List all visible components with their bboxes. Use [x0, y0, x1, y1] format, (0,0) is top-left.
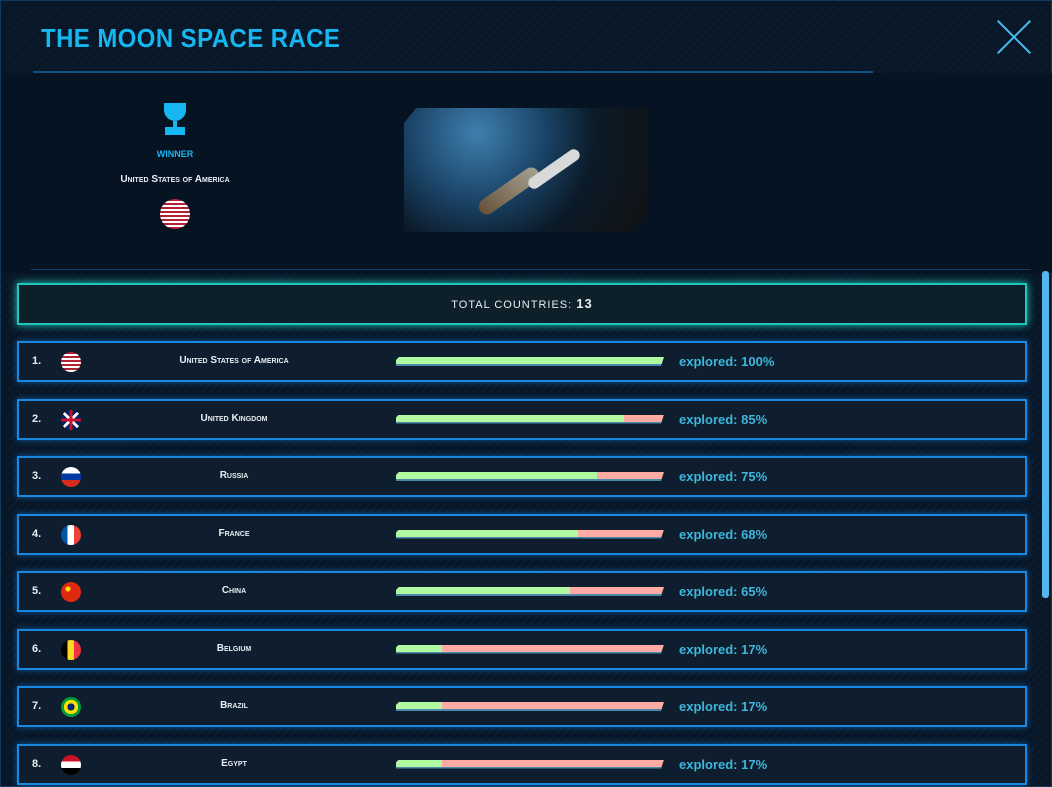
be-flag-icon [61, 639, 81, 660]
explored-fill [396, 472, 597, 479]
us-flag-icon [61, 352, 81, 372]
explored-progress-bar [396, 415, 664, 424]
explored-fill [396, 645, 442, 652]
modal-title: THE MOON SPACE RACE [41, 23, 341, 53]
trophy-icon [162, 101, 188, 137]
rank: 1. [32, 355, 42, 367]
explored-progress-bar [396, 702, 664, 711]
us-flag-icon [160, 199, 190, 229]
country-name: France [218, 527, 250, 539]
rank: 4. [32, 527, 42, 540]
country-row[interactable]: 8. Egypt explored: 17% [17, 743, 1027, 785]
total-countries-banner: TOTAL COUNTRIES: 13 [17, 283, 1027, 325]
country-row[interactable]: 3. Russia explored: 75% [17, 456, 1027, 497]
country-name: United Kingdom [200, 412, 268, 424]
explored-label: explored: 65% [679, 584, 768, 599]
rank: 7. [32, 700, 42, 712]
scrollbar[interactable] [1042, 271, 1049, 598]
explored-label: explored: 75% [679, 469, 768, 484]
winner-label: WINNER [156, 149, 194, 159]
section-divider [31, 269, 1031, 270]
fr-flag-icon [61, 524, 81, 545]
winner-panel: WINNER United States of America [101, 101, 249, 229]
explored-label: explored: 17% [679, 756, 768, 772]
country-row[interactable]: 2. United Kingdom explored: 85% [17, 398, 1027, 440]
explored-label: explored: 17% [679, 641, 768, 657]
explored-label: explored: 100% [679, 354, 775, 369]
explored-label: explored: 85% [679, 411, 768, 427]
explored-fill [396, 415, 624, 422]
explored-label: explored: 17% [679, 699, 768, 714]
eg-flag-icon [61, 754, 81, 775]
earth-shuttle-image [404, 108, 648, 232]
rank: 6. [32, 642, 42, 655]
rank: 2. [32, 412, 42, 425]
country-name: United States of America [179, 355, 289, 366]
explored-progress-bar [396, 587, 664, 596]
country-name: Egypt [221, 757, 247, 769]
explored-progress-bar [396, 645, 664, 654]
explored-progress-bar [396, 357, 664, 366]
rank: 5. [32, 585, 42, 597]
country-row[interactable]: 1. United States of America explored: 10… [17, 341, 1027, 382]
rank: 8. [32, 757, 42, 770]
country-row[interactable]: 7. Brazil explored: 17% [17, 686, 1027, 727]
header-divider [33, 71, 873, 73]
ru-flag-icon [61, 467, 81, 487]
country-name: Russia [219, 470, 249, 481]
total-label: TOTAL COUNTRIES: [451, 299, 573, 311]
explored-progress-bar [396, 760, 664, 769]
modal-header: THE MOON SPACE RACE [1, 1, 1052, 73]
gb-flag-icon [61, 409, 81, 430]
country-name: China [221, 585, 247, 596]
explored-fill [396, 587, 570, 594]
country-row[interactable]: 5. China explored: 65% [17, 571, 1027, 612]
close-icon[interactable] [995, 19, 1033, 55]
country-name: Brazil [220, 700, 248, 711]
explored-fill [396, 702, 442, 709]
explored-fill [396, 357, 664, 364]
country-name: Belgium [216, 642, 252, 654]
explored-fill [396, 760, 442, 767]
explored-label: explored: 68% [679, 526, 768, 542]
country-row[interactable]: 6. Belgium explored: 17% [17, 628, 1027, 670]
rank: 3. [32, 470, 42, 482]
country-row[interactable]: 4. France explored: 68% [17, 513, 1027, 555]
total-value: 13 [576, 296, 593, 311]
explored-fill [396, 530, 578, 537]
explored-progress-bar [396, 472, 664, 481]
cn-flag-icon [61, 582, 81, 602]
br-flag-icon [61, 697, 81, 717]
winner-country: United States of America [120, 174, 230, 185]
explored-progress-bar [396, 530, 664, 539]
